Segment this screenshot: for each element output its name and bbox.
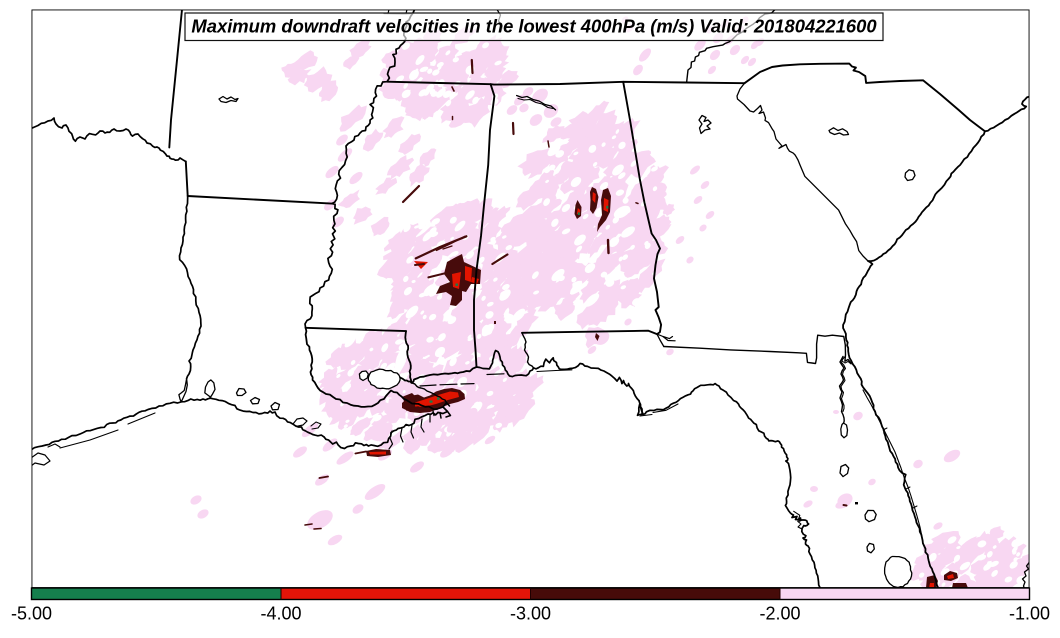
svg-text:-4.00: -4.00: [260, 604, 301, 624]
svg-text:-1.00: -1.00: [1009, 604, 1050, 624]
svg-text:-5.00: -5.00: [11, 604, 52, 624]
svg-text:-3.00: -3.00: [510, 604, 551, 624]
svg-text:-2.00: -2.00: [759, 604, 800, 624]
svg-text:Maximum downdraft velocities i: Maximum downdraft velocities in the lowe…: [191, 16, 877, 37]
